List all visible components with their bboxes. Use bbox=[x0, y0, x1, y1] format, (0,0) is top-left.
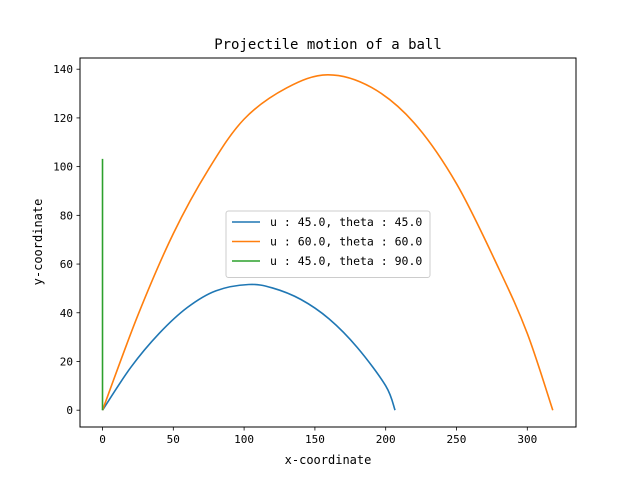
y-tick-label: 140 bbox=[53, 63, 73, 76]
y-tick-label: 40 bbox=[60, 307, 73, 320]
y-tick-label: 100 bbox=[53, 161, 73, 174]
y-axis-label: y-coordinate bbox=[31, 199, 45, 286]
legend: u : 45.0, theta : 45.0 u : 60.0, theta : … bbox=[225, 210, 431, 278]
legend-entry: u : 45.0, theta : 90.0 bbox=[270, 254, 422, 268]
y-axis-ticks: 0 20 40 60 80 100 120 140 bbox=[53, 63, 80, 417]
x-tick-label: 50 bbox=[167, 433, 180, 446]
legend-entry: u : 60.0, theta : 60.0 bbox=[270, 235, 422, 249]
x-tick-label: 200 bbox=[376, 433, 396, 446]
legend-box bbox=[225, 210, 431, 278]
plot-area bbox=[101, 74, 554, 411]
legend-entry: u : 45.0, theta : 45.0 bbox=[270, 215, 422, 229]
y-tick-label: 0 bbox=[66, 404, 73, 417]
y-tick-label: 20 bbox=[60, 355, 73, 368]
chart-title: Projectile motion of a ball bbox=[214, 37, 442, 53]
y-tick-label: 60 bbox=[60, 258, 73, 271]
plot-frame bbox=[79, 57, 577, 428]
x-tick-label: 250 bbox=[447, 433, 467, 446]
x-axis-label: x-coordinate bbox=[285, 453, 372, 467]
y-tick-label: 120 bbox=[53, 112, 73, 125]
x-tick-label: 100 bbox=[234, 433, 254, 446]
x-tick-label: 0 bbox=[99, 433, 106, 446]
x-tick-label: 300 bbox=[517, 433, 537, 446]
series-line-2 bbox=[101, 74, 554, 411]
x-tick-label: 150 bbox=[305, 433, 325, 446]
y-tick-label: 80 bbox=[60, 209, 73, 222]
series-line-1 bbox=[101, 283, 396, 411]
x-axis-ticks: 0 50 100 150 200 250 300 bbox=[99, 427, 537, 446]
